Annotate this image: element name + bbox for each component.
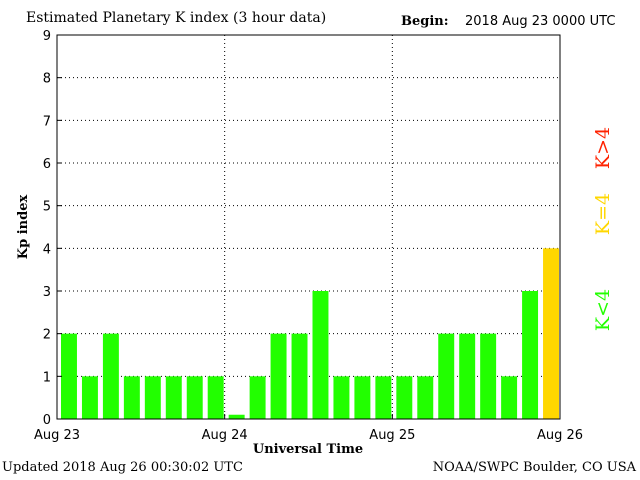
kp-bar — [165, 376, 182, 419]
chart-title: Estimated Planetary K index (3 hour data… — [26, 10, 327, 26]
kp-bar — [438, 333, 455, 419]
x-axis-ticks: Aug 23 Aug 24 Aug 25 Aug 26 — [34, 414, 583, 443]
y-tick-label: 8 — [43, 72, 51, 87]
x-tick-label: Aug 24 — [202, 428, 248, 443]
kp-bar — [480, 333, 497, 419]
y-tick-label: 4 — [43, 242, 51, 257]
legend-k-above-4: K>4 — [592, 127, 614, 169]
y-tick-label: 7 — [43, 114, 51, 129]
y-tick-label: 1 — [43, 370, 51, 385]
credit-text: NOAA/SWPC Boulder, CO USA — [432, 460, 636, 475]
kp-bar — [123, 376, 140, 419]
kp-bar — [501, 376, 518, 419]
kp-bar — [144, 376, 161, 419]
kp-bar — [375, 376, 392, 419]
grid — [57, 35, 560, 419]
kp-bar — [270, 333, 287, 419]
bars — [61, 248, 559, 419]
kp-bar — [102, 333, 119, 419]
begin-label: Begin: — [401, 14, 449, 29]
y-axis-title: Kp index — [16, 195, 31, 260]
y-tick-label: 6 — [43, 157, 51, 172]
kp-bar — [81, 376, 98, 419]
y-tick-label: 0 — [43, 413, 51, 428]
y-axis-ticks: 0 1 2 3 4 5 6 7 8 9 — [43, 29, 62, 428]
y-tick-label: 3 — [43, 285, 51, 300]
kp-bar — [61, 333, 77, 419]
kp-bar — [354, 376, 371, 419]
kp-bar — [396, 376, 413, 419]
begin-value: 2018 Aug 23 0000 UTC — [465, 14, 616, 29]
kp-bar — [312, 291, 329, 419]
kp-bar — [207, 376, 224, 419]
kp-bar — [459, 333, 476, 419]
x-tick-label: Aug 23 — [34, 428, 80, 443]
legend-k-below-4: K<4 — [592, 289, 614, 331]
y-tick-label: 5 — [43, 200, 51, 215]
kp-bar — [228, 414, 245, 419]
kp-bar — [291, 333, 308, 419]
y-tick-label: 9 — [43, 29, 51, 44]
kp-bar — [543, 248, 559, 419]
kp-bar — [333, 376, 350, 419]
kp-bar — [417, 376, 434, 419]
kp-bar — [186, 376, 203, 419]
updated-timestamp: Updated 2018 Aug 26 00:30:02 UTC — [2, 460, 243, 475]
kp-bar — [522, 291, 539, 419]
legend-k-equal-4: K=4 — [592, 193, 614, 235]
plot-frame — [56, 34, 561, 420]
x-axis-title: Universal Time — [253, 442, 363, 457]
kp-bar — [249, 376, 266, 419]
x-tick-label: Aug 25 — [369, 428, 415, 443]
x-tick-label: Aug 26 — [537, 428, 583, 443]
y-tick-label: 2 — [43, 328, 51, 343]
